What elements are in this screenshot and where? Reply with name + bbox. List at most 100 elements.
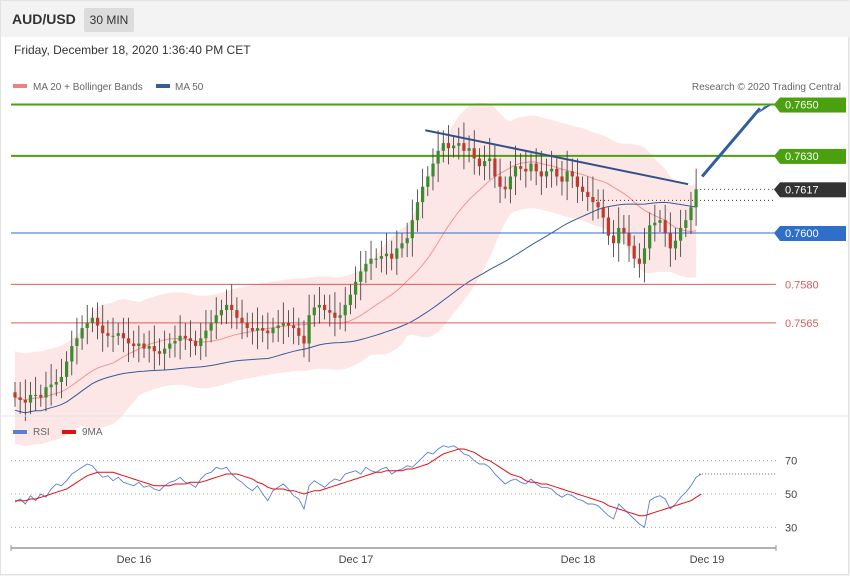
candle-body [488, 158, 492, 162]
rsi-tick-label: 30 [785, 522, 797, 534]
candle-body [261, 328, 265, 331]
ma9-legend-swatch [62, 430, 76, 434]
candle-body [565, 171, 569, 182]
candle-body [462, 143, 466, 151]
candle-body [101, 325, 105, 334]
candle-body [59, 376, 63, 382]
candle-body [400, 243, 404, 249]
candle-body [405, 238, 409, 244]
candle-body [658, 220, 662, 223]
candle-body [85, 322, 89, 328]
candle-body [684, 220, 688, 228]
candle-body [483, 161, 487, 167]
candle-body [508, 176, 512, 190]
candle-body [28, 394, 33, 403]
candle-body [679, 227, 683, 241]
candle-body [606, 217, 610, 236]
candle-body [49, 384, 53, 388]
candle-body [23, 400, 27, 403]
candle-body [581, 186, 585, 192]
ma50-legend-swatch [156, 84, 170, 88]
candle-body [204, 330, 208, 339]
candle-body [591, 197, 595, 203]
candle-body [467, 148, 471, 151]
level-tag-resistance [780, 97, 846, 113]
ma20-legend-swatch [13, 84, 27, 88]
candle-body [374, 258, 378, 260]
candle-body [96, 317, 100, 326]
rsi-tick-label: 70 [785, 456, 797, 468]
candle-body [689, 207, 693, 221]
candle-body [297, 328, 301, 336]
candle-body [147, 346, 151, 349]
candle-body [379, 256, 383, 259]
candle-body [188, 338, 192, 341]
candle-body [653, 222, 657, 226]
candle-body [214, 315, 218, 323]
candle-body [307, 315, 311, 344]
candle-body [354, 281, 358, 295]
candle-body [637, 258, 641, 264]
candle-body [617, 227, 621, 244]
candle-body [348, 294, 352, 305]
candle-body [668, 233, 672, 249]
candle-body [452, 145, 456, 149]
candle-body [529, 163, 533, 172]
candle-body [539, 171, 543, 177]
rsi-legend-label: RSI [33, 427, 50, 438]
candle-body [199, 338, 203, 346]
candle-body [250, 328, 254, 331]
candlesticks [13, 122, 698, 422]
rsi-tick-label: 50 [785, 489, 797, 501]
candle-body [106, 333, 110, 336]
candle-body [126, 338, 131, 344]
candle-body [503, 186, 507, 190]
timeframe-button[interactable]: 30 MIN [84, 8, 134, 32]
ma50-line [14, 201, 697, 414]
candle-body [323, 304, 327, 310]
rsi-legend-swatch [13, 430, 27, 434]
candle-body [612, 235, 616, 244]
candle-body [137, 343, 141, 347]
candle-body [632, 245, 636, 259]
forecast-arrow-shaft [700, 107, 762, 178]
candle-body [271, 328, 275, 334]
candle-body [209, 322, 213, 331]
candle-body [426, 176, 430, 187]
candle-body [333, 312, 337, 318]
candle-body [276, 325, 280, 329]
level-tag-resistance [774, 97, 780, 113]
candle-body [240, 317, 244, 323]
candle-body [415, 202, 420, 221]
candle-body [157, 351, 162, 354]
level-tag-resistance [780, 148, 846, 164]
candle-body [194, 340, 198, 346]
rsi-ma9-line [15, 448, 702, 517]
candle-body [395, 248, 399, 259]
candle-body [642, 248, 647, 264]
candle-body [183, 335, 187, 339]
candle-body [338, 315, 342, 318]
candle-body [586, 191, 590, 197]
candle-body [75, 338, 79, 346]
candle-body [70, 346, 74, 362]
candle-body [431, 163, 435, 177]
candle-body [369, 258, 373, 264]
x-tick-label: Dec 17 [339, 554, 374, 566]
candle-body [54, 382, 58, 385]
level-tag-resistance [774, 148, 780, 164]
x-tick-label: Dec 16 [117, 554, 152, 566]
candle-body [364, 263, 368, 272]
price-levels: 0.7650 0.7630 0.7617 0.7600 0.7580 0.7565 [11, 97, 846, 330]
level-label-minor: 0.7565 [785, 318, 819, 330]
candle-body [663, 220, 667, 233]
annotations [425, 104, 772, 186]
last-price-tag [780, 182, 846, 198]
candle-body [694, 189, 698, 208]
candle-body [493, 158, 497, 177]
last-price-tag [774, 182, 780, 198]
candle-body [39, 394, 43, 398]
candle-body [519, 166, 523, 169]
